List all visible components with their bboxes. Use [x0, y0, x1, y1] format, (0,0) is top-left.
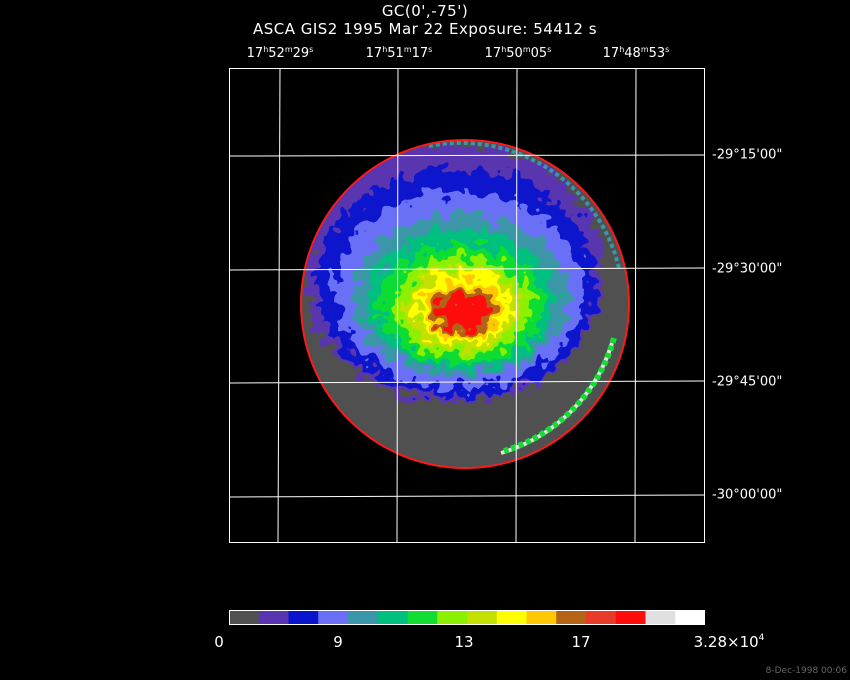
- xray-image-panel: [229, 68, 705, 543]
- image-subtitle: ASCA GIS2 1995 Mar 22 Exposure: 54412 s: [252, 20, 598, 38]
- colorbar-block: [526, 610, 557, 625]
- colorbar-block: [288, 610, 319, 625]
- colorbar-block: [586, 610, 617, 625]
- colorbar-block: [645, 610, 676, 625]
- colorbar-block: [318, 610, 349, 625]
- dec-label: -30°00'00": [712, 487, 783, 503]
- colorbar-tick-label: 13: [454, 633, 474, 651]
- colorbar-tick-label: 0: [214, 633, 224, 651]
- image-title: GC(0',-75'): [381, 2, 469, 20]
- footer-timestamp: 8-Dec-1998 00:06: [765, 666, 847, 676]
- ra-label: 17h48m53s: [602, 45, 670, 61]
- colorbar-block: [496, 610, 527, 625]
- colorbar-block: [258, 610, 289, 625]
- colorbar-block: [377, 610, 408, 625]
- colorbar-max-label: 3.28×104: [693, 633, 765, 651]
- dec-label: -29°15'00": [712, 147, 783, 163]
- ra-label: 17h52m29s: [246, 45, 314, 61]
- colorbar: [229, 610, 705, 625]
- ra-label: 17h51m17s: [365, 45, 433, 61]
- colorbar-tick-label: 9: [333, 633, 343, 651]
- colorbar-block: [407, 610, 438, 625]
- dec-label: -29°45'00": [712, 374, 783, 390]
- dec-label: -29°30'00": [712, 261, 783, 277]
- coordinate-grid: [229, 68, 705, 543]
- colorbar-block: [348, 610, 379, 625]
- colorbar-block: [556, 610, 587, 625]
- ra-label: 17h50m05s: [484, 45, 552, 61]
- colorbar-block: [229, 610, 260, 625]
- colorbar-block: [467, 610, 498, 625]
- colorbar-block: [675, 610, 705, 625]
- colorbar-tick-label: 17: [571, 633, 591, 651]
- xray-count-map: [300, 139, 630, 469]
- colorbar-block: [437, 610, 468, 625]
- colorbar-block: [615, 610, 646, 625]
